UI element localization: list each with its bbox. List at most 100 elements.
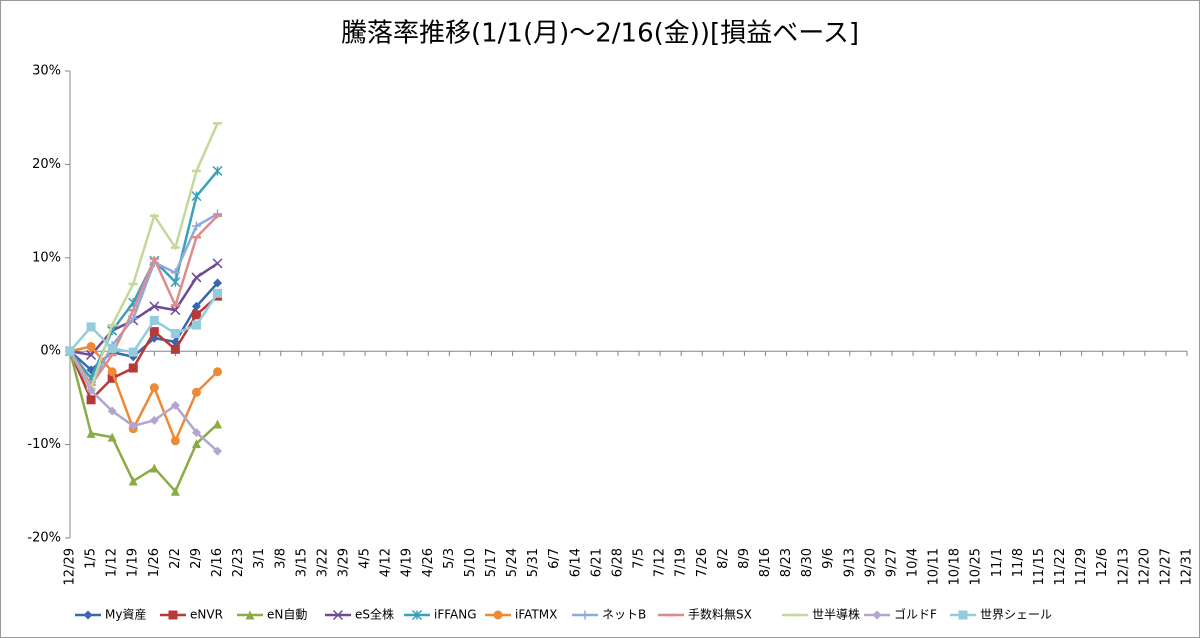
series-line: [68, 122, 219, 392]
legend-item: My資産: [75, 607, 146, 622]
x-tick-label: 7/19: [674, 548, 689, 577]
x-tick-label: 5/10: [463, 548, 478, 577]
legend-item: 手数料無SX: [658, 607, 752, 622]
marker: [191, 439, 201, 449]
marker: [191, 301, 201, 311]
x-tick-label: 10/11: [927, 548, 942, 585]
legend-item: ゴルドF: [864, 607, 937, 622]
series-line: [68, 350, 219, 494]
marker: [170, 305, 181, 316]
marker: [958, 610, 968, 620]
x-tick-label: 9/13: [842, 548, 857, 577]
marker: [107, 373, 117, 383]
marker: [107, 432, 117, 442]
x-tick-label: 4/12: [379, 548, 394, 577]
x-tick-label: 3/22: [315, 548, 330, 577]
x-tick-label: 5/24: [505, 548, 520, 577]
x-tick-label: 9/20: [863, 548, 878, 577]
marker: [245, 610, 255, 620]
x-tick-label: 3/29: [336, 548, 351, 577]
x-tick-label: 2/2: [168, 548, 183, 569]
marker: [168, 610, 178, 620]
x-tick-label: 4/19: [400, 548, 415, 577]
legend-label: eNVR: [190, 608, 223, 622]
marker: [83, 610, 93, 620]
x-tick-label: 3/15: [294, 548, 309, 577]
marker: [493, 610, 503, 620]
series-line: [68, 350, 219, 453]
marker: [191, 320, 201, 330]
x-tick-label: 6/14: [568, 548, 583, 577]
marker: [191, 387, 201, 397]
x-tick-label: 12/29: [63, 548, 78, 585]
x-tick-label: 11/8: [1011, 548, 1026, 577]
marker: [191, 427, 201, 437]
legend-label: My資産: [105, 607, 146, 622]
series: [65, 288, 223, 357]
y-tick-label: 10%: [32, 250, 61, 265]
marker: [65, 346, 75, 356]
x-tick-label: 5/31: [526, 548, 541, 577]
x-tick-label: 12/6: [1095, 548, 1110, 577]
x-tick-label: 7/5: [632, 548, 647, 569]
marker: [128, 421, 138, 431]
marker: [86, 385, 96, 395]
marker: [149, 301, 160, 312]
marker: [170, 486, 180, 496]
x-tick-label: 1/5: [84, 548, 99, 569]
x-tick-label: 6/21: [589, 548, 604, 577]
marker: [107, 343, 117, 353]
x-tick-label: 5/3: [442, 548, 457, 569]
legend-label: eS全株: [355, 607, 394, 622]
legend-item: 世界シェール: [950, 608, 1052, 622]
x-tick-label: 1/26: [147, 548, 162, 577]
legend-item: eN自動: [237, 608, 307, 622]
marker: [191, 191, 202, 202]
marker: [213, 446, 223, 456]
marker: [149, 315, 159, 325]
x-tick-label: 5/17: [484, 548, 499, 577]
marker: [128, 476, 138, 486]
x-tick-label: 2/9: [189, 548, 204, 569]
x-tick-label: 8/16: [758, 548, 773, 577]
series: [65, 346, 223, 496]
x-tick-label: 6/28: [610, 548, 625, 577]
marker: [213, 419, 223, 429]
x-tick-label: 7/26: [695, 548, 710, 577]
x-tick-label: 11/22: [1053, 548, 1068, 585]
marker: [580, 610, 590, 620]
marker: [86, 428, 96, 438]
marker: [86, 342, 96, 352]
x-tick-label: 11/15: [1032, 548, 1047, 585]
legend-item: eNVR: [160, 608, 223, 622]
legend-label: 手数料無SX: [688, 607, 752, 622]
y-tick-label: 30%: [32, 64, 61, 79]
marker: [149, 327, 159, 337]
x-tick-label: 3/1: [252, 548, 267, 569]
x-tick-label: 8/23: [779, 548, 794, 577]
marker: [170, 436, 180, 446]
legend-label: ネットB: [602, 608, 646, 622]
marker: [107, 367, 117, 377]
legend-label: iFATMX: [515, 608, 557, 622]
chart-title: 騰落率推移(1/1(月)～2/16(金))[損益ベース]: [341, 19, 859, 49]
x-tick-label: 11/29: [1074, 548, 1089, 585]
legend-label: iFFANG: [434, 608, 477, 622]
marker: [191, 272, 202, 283]
x-tick-label: 2/16: [210, 548, 225, 577]
x-tick-label: 3/8: [273, 548, 288, 569]
x-tick-label: 12/27: [1158, 548, 1173, 585]
x-tick-label: 4/26: [421, 548, 436, 577]
marker: [213, 288, 223, 298]
x-tick-label: 6/7: [547, 548, 562, 569]
legend-label: 世界シェール: [980, 608, 1052, 622]
x-tick-label: 8/30: [800, 548, 815, 577]
y-tick-label: 0%: [40, 344, 61, 359]
legend-item: ネットB: [572, 608, 646, 622]
legend-label: ゴルドF: [894, 607, 937, 622]
legend-label: 世半導株: [812, 607, 860, 622]
marker: [128, 347, 138, 357]
marker: [149, 415, 159, 425]
y-tick-label: 20%: [32, 157, 61, 172]
legend-item: 世半導株: [782, 607, 860, 622]
